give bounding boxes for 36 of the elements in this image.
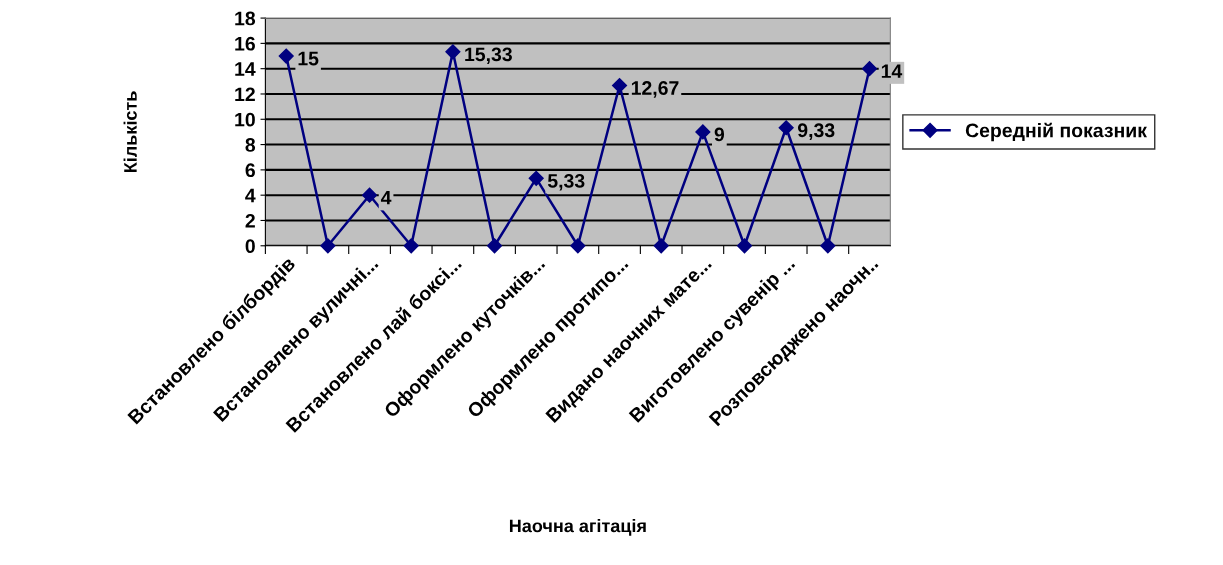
- point: [486, 238, 503, 254]
- point: [611, 77, 628, 94]
- point: [278, 48, 294, 64]
- point: [361, 187, 378, 203]
- data-label: 15,33: [465, 47, 512, 65]
- y-tick-label: 2: [245, 213, 255, 228]
- y-tick-label: 12: [235, 87, 255, 102]
- point: [736, 238, 753, 254]
- data-label: 15: [298, 51, 319, 66]
- point: [861, 61, 878, 77]
- point: [528, 170, 544, 186]
- y-tick-label: 6: [245, 163, 255, 178]
- point: [778, 120, 794, 136]
- point: [653, 238, 669, 254]
- data-label: 14: [881, 64, 903, 78]
- data-label: 9,33: [797, 123, 835, 140]
- x-axis-title: Наочна агітація: [509, 519, 646, 536]
- data-label: 4: [380, 190, 392, 205]
- point: [320, 238, 336, 254]
- data-label: 5,33: [547, 173, 585, 191]
- point: [445, 44, 461, 60]
- legend-label: Середній показник: [965, 122, 1147, 142]
- y-tick-label: 10: [235, 112, 255, 127]
- y-tick-label: 8: [245, 138, 256, 152]
- y-tick-label: 14: [235, 62, 256, 76]
- point: [570, 238, 586, 254]
- data-label: 12,67: [631, 81, 679, 98]
- y-axis-title: Кількість: [123, 91, 137, 173]
- y-tick-label: 16: [235, 36, 255, 51]
- point: [820, 238, 836, 254]
- point: [695, 124, 711, 140]
- data-label: 9: [714, 127, 725, 142]
- y-tick-label: 18: [235, 11, 256, 26]
- y-tick-label: 4: [245, 188, 256, 203]
- y-tick-label: 0: [245, 239, 255, 254]
- point: [403, 238, 419, 254]
